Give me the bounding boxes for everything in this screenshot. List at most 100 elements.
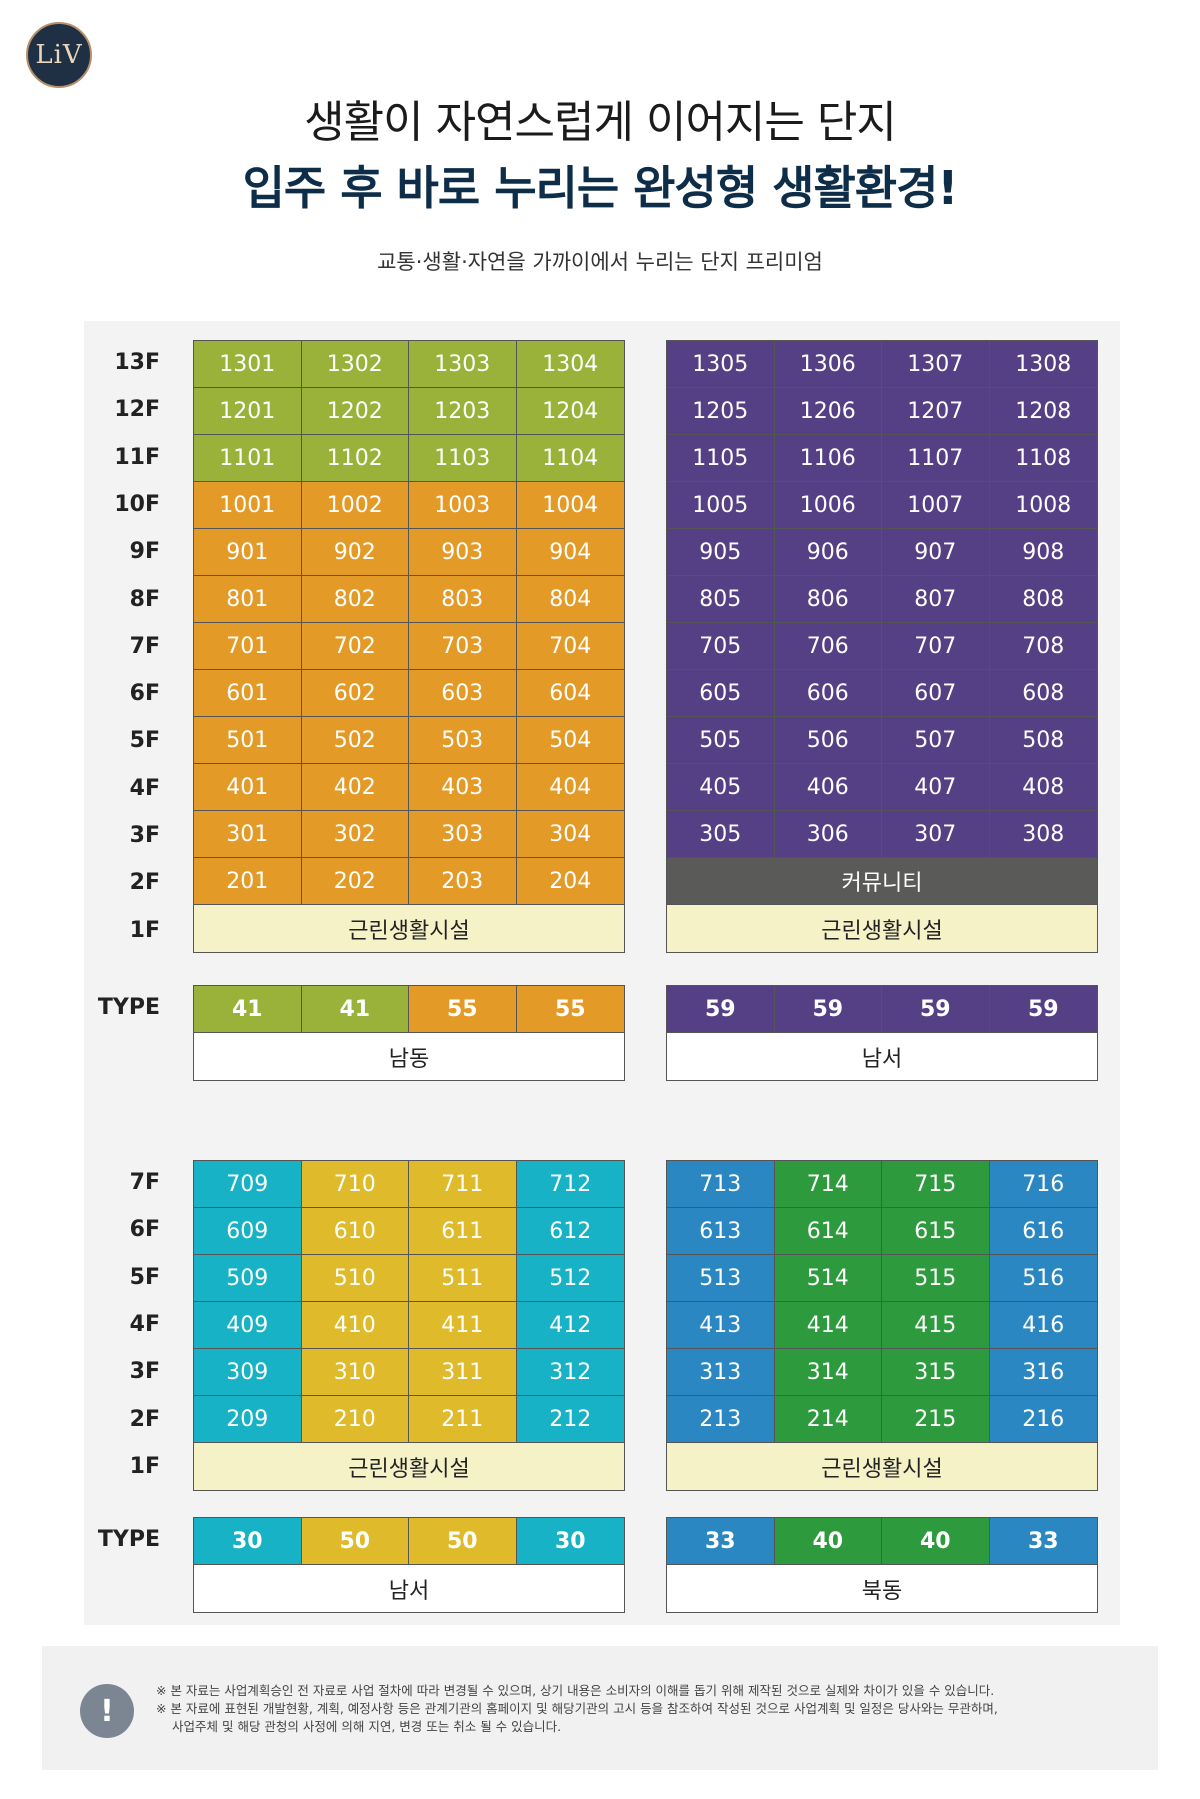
type-cell: 30	[194, 1518, 302, 1565]
unit-cell: 907	[882, 529, 990, 576]
unit-cell: 1104	[516, 435, 624, 482]
unit-cell: 1206	[774, 388, 882, 435]
unit-cell: 801	[194, 576, 302, 623]
headline-secondary: 입주 후 바로 누리는 완성형 생활환경!	[242, 161, 959, 215]
unit-cell: 216	[989, 1396, 1097, 1443]
unit-cell: 901	[194, 529, 302, 576]
unit-cell: 307	[882, 811, 990, 858]
unit-cell: 1308	[989, 341, 1097, 388]
unit-cell: 502	[301, 717, 409, 764]
type-cell: 59	[774, 986, 882, 1033]
unit-cell: 514	[774, 1255, 882, 1302]
unit-cell: 703	[409, 623, 517, 670]
unit-cell: 512	[516, 1255, 624, 1302]
type-label: TYPE	[97, 995, 160, 1020]
floor-label: 11F	[114, 444, 160, 470]
unit-cell: 906	[774, 529, 882, 576]
unit-cell: 708	[989, 623, 1097, 670]
retail-floor: 근린생활시설	[667, 905, 1097, 952]
unit-cell: 1101	[194, 435, 302, 482]
unit-cell: 402	[301, 764, 409, 811]
type-cell: 59	[989, 986, 1097, 1033]
unit-cell: 702	[301, 623, 409, 670]
unit-cell: 503	[409, 717, 517, 764]
unit-cell: 412	[516, 1302, 624, 1349]
type-cell: 33	[667, 1518, 775, 1565]
type-cell: 50	[301, 1518, 409, 1565]
unit-cell: 715	[882, 1161, 990, 1208]
unit-cell: 415	[882, 1302, 990, 1349]
unit-cell: 1208	[989, 388, 1097, 435]
floor-label: 2F	[129, 1406, 160, 1432]
unit-cell: 706	[774, 623, 882, 670]
unit-cell: 513	[667, 1255, 775, 1302]
unit-cell: 511	[409, 1255, 517, 1302]
unit-cell: 410	[301, 1302, 409, 1349]
floor-label: 6F	[129, 1217, 160, 1243]
type-label: TYPE	[97, 1527, 160, 1552]
unit-cell: 1306	[774, 341, 882, 388]
unit-cell: 908	[989, 529, 1097, 576]
unit-cell: 505	[667, 717, 775, 764]
unit-cell: 804	[516, 576, 624, 623]
type-cell: 41	[301, 986, 409, 1033]
unit-cell: 308	[989, 811, 1097, 858]
unit-cell: 1004	[516, 482, 624, 529]
unit-cell: 301	[194, 811, 302, 858]
unit-cell: 601	[194, 670, 302, 717]
type-cell: 33	[989, 1518, 1097, 1565]
unit-cell: 807	[882, 576, 990, 623]
unit-cell: 211	[409, 1396, 517, 1443]
type-cell: 40	[882, 1518, 990, 1565]
unit-cell: 1107	[882, 435, 990, 482]
unit-cell: 1105	[667, 435, 775, 482]
unit-cell: 603	[409, 670, 517, 717]
unit-cell: 1204	[516, 388, 624, 435]
unit-cell: 215	[882, 1396, 990, 1443]
direction-label: 남동	[194, 1033, 624, 1080]
floor-label: 1F	[129, 917, 160, 943]
unit-cell: 406	[774, 764, 882, 811]
unit-cell: 1201	[194, 388, 302, 435]
floor-label: 13F	[114, 350, 160, 375]
unit-cell: 401	[194, 764, 302, 811]
type-grid: 41 41 55 55 남동	[193, 985, 625, 1081]
logo-text: LiV	[35, 40, 83, 70]
unit-cell: 1303	[409, 341, 517, 388]
unit-cell: 404	[516, 764, 624, 811]
type-grid: 30 50 50 30 남서	[193, 1517, 625, 1613]
floor-label: 5F	[129, 1264, 160, 1290]
unit-cell: 610	[301, 1208, 409, 1255]
unit-cell: 210	[301, 1396, 409, 1443]
unit-cell: 1005	[667, 482, 775, 529]
floor-label: 4F	[129, 775, 160, 801]
unit-cell: 1002	[301, 482, 409, 529]
unit-cell: 310	[301, 1349, 409, 1396]
type-cell: 55	[516, 986, 624, 1033]
type-cell: 59	[882, 986, 990, 1033]
retail-floor: 근린생활시설	[667, 1443, 1097, 1490]
retail-floor: 근린생활시설	[194, 1443, 624, 1490]
unit-cell: 1305	[667, 341, 775, 388]
headline-primary: 생활이 자연스럽게 이어지는 단지	[304, 97, 897, 148]
unit-cell: 312	[516, 1349, 624, 1396]
unit-cell: 1008	[989, 482, 1097, 529]
unit-cell: 613	[667, 1208, 775, 1255]
unit-cell: 905	[667, 529, 775, 576]
unit-cell: 714	[774, 1161, 882, 1208]
unit-cell: 1106	[774, 435, 882, 482]
unit-cell: 508	[989, 717, 1097, 764]
brand-logo: LiV	[26, 22, 92, 88]
unit-cell: 608	[989, 670, 1097, 717]
unit-cell: 1307	[882, 341, 990, 388]
unit-cell: 407	[882, 764, 990, 811]
unit-cell: 501	[194, 717, 302, 764]
type-cell: 55	[409, 986, 517, 1033]
unit-cell: 405	[667, 764, 775, 811]
floor-label: 12F	[114, 397, 160, 423]
unit-cell: 306	[774, 811, 882, 858]
unit-cell: 710	[301, 1161, 409, 1208]
unit-cell: 808	[989, 576, 1097, 623]
unit-cell: 509	[194, 1255, 302, 1302]
unit-cell: 209	[194, 1396, 302, 1443]
